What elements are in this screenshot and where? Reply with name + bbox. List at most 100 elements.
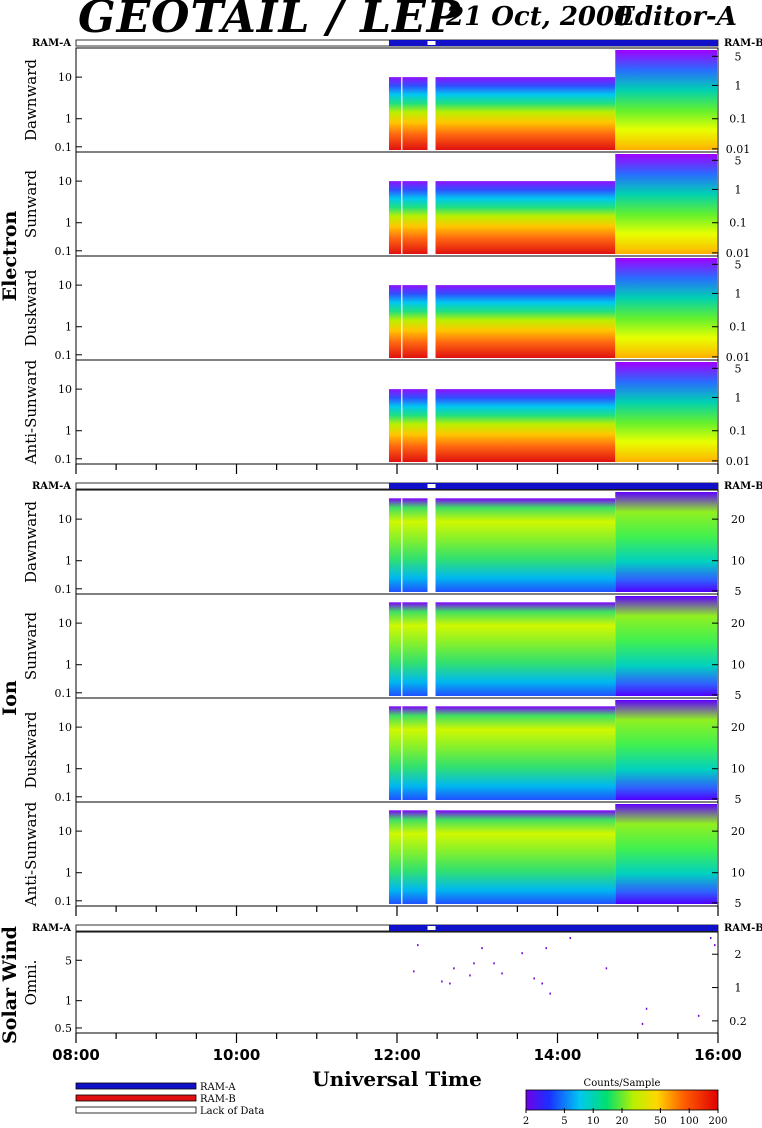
colorbar-tick-label: 10 <box>587 1116 600 1127</box>
spectrogram-band <box>388 602 616 696</box>
left-tick-label: 10 <box>58 279 72 292</box>
mode-bar-label-right: RAM-B <box>724 923 762 934</box>
right-tick-label: 10 <box>731 659 745 672</box>
data-gap <box>427 594 436 698</box>
panel-frame <box>75 931 719 1034</box>
panel-label: Dawnward <box>22 59 40 141</box>
right-tick-label: 2 <box>735 948 742 961</box>
spectrogram-band <box>388 498 616 592</box>
left-tick-label: 0.1 <box>55 245 73 258</box>
right-tick-label: 5 <box>735 50 742 63</box>
spectrogram-band <box>615 362 717 462</box>
spectrogram-band <box>615 258 717 358</box>
left-tick-label: 0.5 <box>55 1022 73 1035</box>
data-point <box>449 982 451 985</box>
data-point <box>709 937 712 940</box>
data-point <box>641 1022 644 1025</box>
data-gap <box>401 389 403 462</box>
data-gap <box>427 256 436 360</box>
left-tick-label: 10 <box>58 175 72 188</box>
left-tick-label: 10 <box>58 721 72 734</box>
data-point <box>549 992 551 995</box>
left-tick-label: 0.1 <box>55 141 73 154</box>
right-tick-label: 0.1 <box>729 217 747 230</box>
right-tick-label: 10 <box>731 555 745 568</box>
mode-bar-ram-a <box>388 483 718 489</box>
colorbar-tick-label: 5 <box>561 1116 567 1127</box>
left-tick-label: 0.1 <box>55 895 73 908</box>
left-tick-label: 1 <box>65 867 72 880</box>
legend-label: Lack of Data <box>200 1106 264 1117</box>
left-tick-label: 0.1 <box>55 349 73 362</box>
spectrogram-band <box>615 154 717 254</box>
right-tick-label: 0.1 <box>729 425 747 438</box>
colorbar-tick-label: 50 <box>654 1116 667 1127</box>
mode-bar-label-left: RAM-A <box>32 38 71 49</box>
right-tick-label: 1 <box>735 982 742 995</box>
left-tick-label: 1 <box>65 321 72 334</box>
legend-swatch <box>75 1094 197 1102</box>
data-gap <box>427 490 436 594</box>
right-tick-label: 10 <box>731 763 745 776</box>
panel-label: Sunward <box>22 612 40 681</box>
right-tick-label: 20 <box>731 721 745 734</box>
left-tick-label: 1 <box>65 425 72 438</box>
chart-title: GEOTAIL / LEP <box>78 0 461 43</box>
left-tick-label: 0.1 <box>55 583 73 596</box>
panel-label: Anti-Sunward <box>22 801 40 907</box>
data-point <box>481 947 483 950</box>
left-tick-label: 10 <box>58 383 72 396</box>
right-tick-label: 5 <box>735 689 742 702</box>
data-gap <box>401 810 403 904</box>
left-tick-label: 1 <box>65 659 72 672</box>
data-gap <box>401 77 403 150</box>
data-point <box>533 977 535 980</box>
right-tick-label: 5 <box>735 258 742 271</box>
panel-label: Sunward <box>22 170 40 239</box>
left-tick-label: 5 <box>65 954 72 967</box>
x-tick-label: 16:00 <box>694 1046 742 1064</box>
chart-editor: Editor-A <box>615 2 737 32</box>
x-tick-label: 12:00 <box>373 1046 421 1064</box>
panel-label: Duskward <box>22 269 40 346</box>
colorbar-tick-label: 20 <box>616 1116 629 1127</box>
left-tick-label: 10 <box>58 513 72 526</box>
right-tick-label: 20 <box>731 617 745 630</box>
right-tick-label: 0.01 <box>726 247 751 260</box>
spectrogram-band <box>388 810 616 904</box>
chart-date: 21 Oct, 2000 <box>446 2 633 32</box>
legend-swatch <box>75 1106 197 1114</box>
mode-bar-gap <box>427 484 436 488</box>
spectrogram-band <box>388 285 616 358</box>
mode-bar-label-left: RAM-A <box>32 923 71 934</box>
legend-label: RAM-B <box>200 1094 236 1105</box>
right-tick-label: 20 <box>731 513 745 526</box>
spectrogram-band <box>615 804 717 904</box>
left-tick-label: 1 <box>65 555 72 568</box>
mode-bar-ram-a <box>388 40 718 46</box>
mode-bar-gap <box>427 41 436 45</box>
data-point <box>713 944 716 947</box>
right-tick-label: 1 <box>735 183 742 196</box>
group-label: Solar Wind <box>0 926 21 1044</box>
data-gap <box>427 360 436 464</box>
group-label: Ion <box>0 680 21 716</box>
colorbar-tick-label: 100 <box>680 1116 699 1127</box>
right-tick-label: 1 <box>735 287 742 300</box>
mode-bar-label-right: RAM-B <box>724 481 762 492</box>
data-point <box>545 947 547 950</box>
right-tick-label: 20 <box>731 825 745 838</box>
data-point <box>441 980 443 983</box>
data-gap <box>427 48 436 152</box>
spectrogram-band <box>615 700 717 800</box>
mode-bar-ram-a <box>388 925 718 931</box>
x-tick-label: 10:00 <box>213 1046 261 1064</box>
colorbar-tick-label: 200 <box>708 1116 727 1127</box>
right-tick-label: 0.1 <box>729 113 747 126</box>
spectrogram-band <box>615 492 717 592</box>
spectrogram-band <box>388 181 616 254</box>
data-point <box>521 952 523 955</box>
spectrogram-band <box>615 50 717 150</box>
data-gap <box>401 181 403 254</box>
